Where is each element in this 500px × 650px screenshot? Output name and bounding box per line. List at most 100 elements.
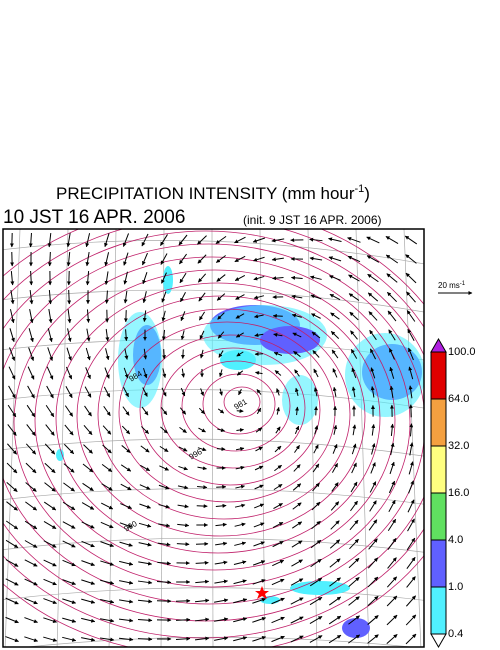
wind-vector [195, 579, 210, 584]
wind-vector [177, 485, 189, 490]
wind-vector [275, 426, 281, 434]
wind-vector [62, 617, 77, 623]
wind-vector [329, 539, 341, 549]
wind-vector [408, 461, 414, 475]
wind-vector [159, 445, 169, 453]
colorbar-segment [430, 398, 447, 447]
grid-line [4, 229, 21, 647]
wind-vector [290, 275, 303, 280]
wind-vector [62, 559, 76, 567]
pressure-contour [160, 347, 306, 469]
wind-vector [253, 256, 265, 262]
wind-vector [274, 370, 282, 376]
wind-vector [85, 347, 91, 361]
wind-vector [5, 636, 19, 643]
wind-vector [28, 232, 33, 248]
wind-vector [47, 328, 53, 343]
wind-vector [271, 616, 285, 624]
wind-vector [252, 636, 267, 642]
wind-vector [252, 617, 267, 623]
colorbar-label: 4.0 [448, 534, 463, 546]
wind-vector [367, 595, 379, 607]
wind-vector [66, 233, 71, 248]
wind-vector [328, 237, 342, 243]
colorbar-label: 1.0 [448, 581, 463, 593]
wind-vector [405, 614, 417, 626]
wind-vector [330, 501, 340, 511]
wind-vector [162, 368, 167, 378]
precip-area [290, 581, 350, 595]
wind-vector [348, 274, 360, 282]
wind-vector [63, 443, 75, 455]
wind-vector [310, 539, 322, 549]
contour-label: 981 [233, 397, 250, 412]
wind-vector [24, 636, 39, 642]
wind-vector [104, 271, 109, 286]
wind-vector [329, 596, 342, 606]
wind-vector [290, 616, 304, 624]
wind-vector [100, 599, 115, 604]
wind-vector [6, 443, 18, 455]
wind-vector [389, 348, 395, 360]
wind-vector [197, 273, 207, 283]
wind-vector [406, 557, 416, 569]
pressure-contour [34, 269, 396, 571]
wind-vector [161, 387, 167, 397]
wind-vector [100, 637, 115, 642]
colorbar-label: 16.0 [448, 487, 469, 499]
wind-vector [81, 579, 96, 585]
wind-vector [122, 406, 130, 416]
wind-vector [160, 253, 168, 265]
colorbar-segment [430, 337, 447, 353]
colorbar-segment [430, 586, 447, 635]
colorbar: 100.0 64.0 32.0 16.0 4.0 1.0 0.4 [430, 337, 476, 649]
wind-vector [387, 310, 397, 322]
wind-vector [293, 350, 301, 358]
wind-vector [252, 598, 267, 604]
wind-vector [389, 385, 394, 398]
wind-vector [8, 366, 16, 380]
wind-vector [310, 294, 322, 300]
wind-vector [214, 636, 229, 641]
precip-area [260, 326, 320, 354]
wind-vector [120, 483, 132, 491]
wind-vector [9, 328, 15, 343]
wind-vector [199, 349, 204, 359]
wind-vector [101, 483, 113, 491]
wind-vector [236, 428, 244, 432]
wind-vector [217, 331, 225, 339]
wind-vector [272, 521, 284, 529]
wind-vector [329, 558, 341, 568]
wind-vector [81, 598, 96, 604]
wind-vector [385, 236, 399, 244]
colorbar-segment [430, 445, 447, 494]
wind-vector [256, 407, 262, 415]
wind-vector [234, 503, 246, 508]
wind-vector [309, 237, 323, 242]
wind-vector [120, 503, 133, 509]
wind-vector [118, 637, 134, 642]
wind-vector [273, 502, 283, 510]
wind-vector [219, 369, 223, 377]
wind-vector [105, 348, 110, 361]
wind-vector [234, 275, 246, 281]
wind-vector [331, 349, 339, 359]
wind-vector [254, 314, 264, 319]
wind-vector [43, 617, 58, 623]
wind-vector [388, 480, 396, 494]
wind-vector [350, 481, 358, 493]
wind-vector [332, 368, 338, 378]
wind-vector [328, 256, 342, 262]
wind-vector [101, 502, 114, 510]
wind-vector [160, 234, 168, 246]
wind-vector [309, 596, 323, 606]
vector-scale-sup: -1 [460, 281, 466, 287]
wind-vector [234, 236, 246, 244]
contour-label: 990 [123, 519, 140, 534]
wind-vector [123, 386, 129, 398]
wind-vector [216, 293, 226, 301]
wind-vector [311, 313, 321, 319]
wind-vector [311, 520, 321, 530]
wind-vector [198, 407, 206, 415]
wind-vector [140, 445, 150, 453]
